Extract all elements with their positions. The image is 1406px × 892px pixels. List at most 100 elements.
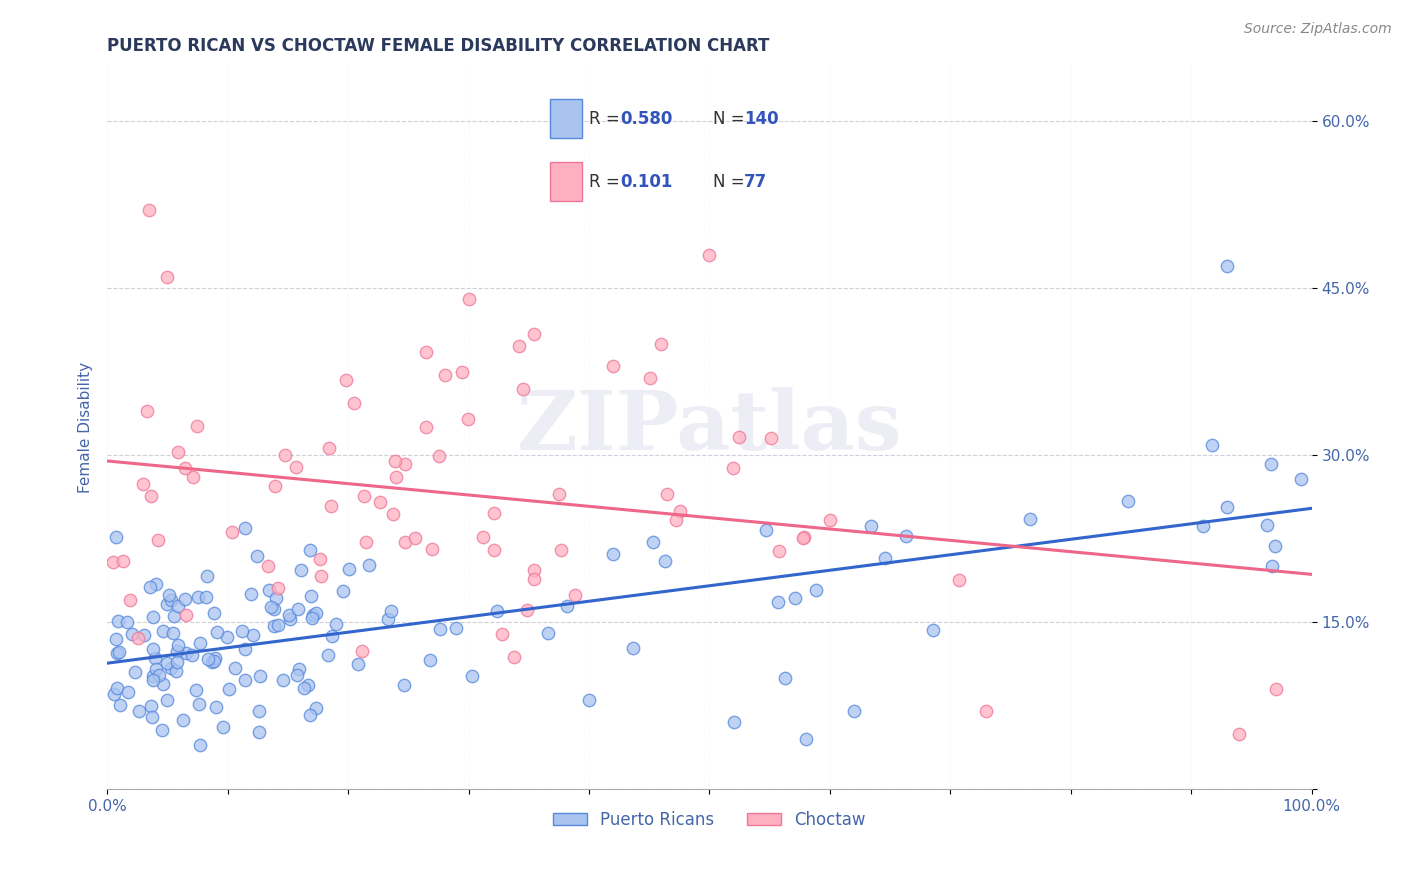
Point — [419, 653, 441, 667]
Point — [335, 373, 357, 387]
Point — [162, 625, 184, 640]
Point — [141, 710, 163, 724]
Point — [138, 202, 160, 217]
Point — [271, 673, 294, 688]
Point — [247, 705, 270, 719]
Point — [1289, 472, 1312, 486]
Point — [297, 678, 319, 692]
Point — [1192, 518, 1215, 533]
Point — [233, 642, 256, 657]
Point — [359, 558, 381, 573]
Point — [242, 628, 264, 642]
Point — [602, 359, 624, 373]
Point — [420, 542, 443, 557]
Point — [319, 499, 342, 513]
Point — [221, 525, 243, 540]
Point — [948, 574, 970, 588]
Point — [654, 554, 676, 568]
Point — [105, 530, 128, 544]
Point — [108, 698, 131, 713]
Point — [205, 625, 228, 640]
Point — [427, 449, 450, 463]
Point — [118, 592, 141, 607]
Point — [804, 583, 827, 598]
Point — [284, 459, 307, 474]
Point — [186, 418, 208, 433]
Point — [623, 641, 645, 656]
Point — [392, 677, 415, 691]
Point — [202, 606, 225, 620]
Point — [1256, 517, 1278, 532]
Point — [145, 576, 167, 591]
Point — [792, 531, 814, 545]
Point — [451, 365, 474, 379]
Point — [394, 535, 416, 549]
Point — [141, 489, 163, 503]
Point — [246, 549, 269, 563]
Point — [564, 588, 586, 602]
Point — [287, 602, 309, 616]
Point — [132, 628, 155, 642]
Point — [337, 562, 360, 576]
Point — [316, 648, 339, 663]
Point — [299, 589, 322, 603]
Point — [404, 531, 426, 545]
Point — [263, 602, 285, 616]
Point — [1260, 559, 1282, 574]
Point — [167, 639, 190, 653]
Point — [457, 292, 479, 306]
Point — [394, 458, 416, 472]
Text: Source: ZipAtlas.com: Source: ZipAtlas.com — [1244, 22, 1392, 37]
Point — [143, 651, 166, 665]
Point — [204, 650, 226, 665]
Point — [353, 489, 375, 503]
Point — [385, 470, 408, 484]
Point — [842, 704, 865, 718]
Point — [793, 530, 815, 544]
Point — [217, 630, 239, 644]
Point — [343, 395, 366, 409]
Point — [167, 445, 190, 459]
Point — [156, 597, 179, 611]
Point — [650, 336, 672, 351]
Point — [305, 701, 328, 715]
Point — [205, 699, 228, 714]
Point — [302, 608, 325, 623]
Point — [233, 521, 256, 535]
Point — [105, 632, 128, 646]
Point — [384, 454, 406, 468]
Point — [197, 652, 219, 666]
Point — [643, 535, 665, 549]
Point — [665, 513, 688, 527]
Point — [152, 677, 174, 691]
Text: ZIPatlas: ZIPatlas — [516, 387, 903, 467]
Point — [699, 247, 721, 261]
Point — [121, 627, 143, 641]
Point — [124, 665, 146, 680]
Point — [103, 687, 125, 701]
Point — [305, 606, 328, 620]
Point — [138, 580, 160, 594]
Point — [766, 595, 789, 609]
Point — [184, 682, 207, 697]
Point — [247, 725, 270, 739]
Point — [1229, 726, 1251, 740]
Point — [347, 657, 370, 671]
Point — [174, 607, 197, 622]
Point — [301, 611, 323, 625]
Point — [166, 644, 188, 658]
Point — [201, 655, 224, 669]
Point — [267, 581, 290, 595]
Point — [146, 533, 169, 547]
Point — [142, 673, 165, 688]
Point — [235, 673, 257, 687]
Point — [117, 615, 139, 629]
Point — [105, 646, 128, 660]
Point — [148, 668, 170, 682]
Point — [224, 661, 246, 675]
Point — [754, 523, 776, 537]
Point — [768, 544, 790, 558]
Point — [136, 404, 159, 418]
Point — [292, 681, 315, 696]
Point — [112, 554, 135, 568]
